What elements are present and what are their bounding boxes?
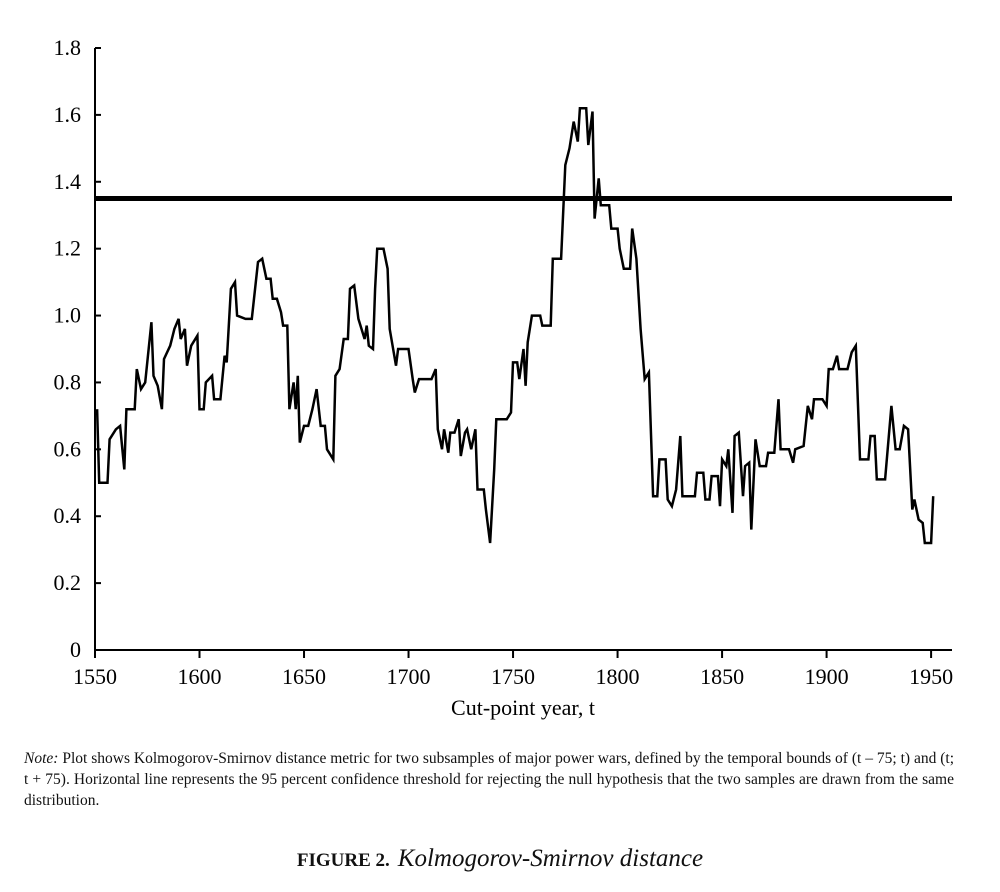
note-text: Plot shows Kolmogorov-Smirnov distance m… (24, 750, 955, 809)
x-tick-label: 1750 (491, 664, 535, 689)
y-tick-label: 1.0 (54, 303, 82, 328)
x-tick-label: 1800 (596, 664, 640, 689)
y-tick-label: 0.2 (54, 570, 82, 595)
y-tick-label: 0 (70, 637, 81, 662)
y-tick-label: 0.4 (54, 503, 82, 528)
y-tick-label: 1.4 (54, 169, 82, 194)
x-tick-label: 1600 (178, 664, 222, 689)
y-tick-label: 1.8 (54, 35, 82, 60)
x-tick-label: 1950 (909, 664, 953, 689)
note-label: Note: (24, 750, 59, 767)
data-line (95, 106, 935, 545)
x-tick-label: 1900 (805, 664, 849, 689)
y-tick-label: 1.6 (54, 102, 82, 127)
y-tick-label: 0.6 (54, 436, 82, 461)
y-tick-label: 1.2 (54, 236, 82, 261)
x-tick-label: 1650 (282, 664, 326, 689)
x-axis-label: Cut-point year, t (451, 695, 595, 720)
caption: FIGURE 2. Kolmogorov-Smirnov distance (0, 845, 1000, 873)
figure-title: Kolmogorov-Smirnov distance (397, 845, 704, 872)
figure-label: FIGURE 2. (296, 850, 390, 871)
y-tick-label: 0.8 (54, 369, 82, 394)
x-tick-label: 1550 (73, 664, 117, 689)
x-tick-label: 1700 (387, 664, 431, 689)
note: Note: Plot shows Kolmogorov-Smirnov dist… (24, 748, 954, 811)
x-tick-label: 1850 (700, 664, 744, 689)
chart: Cut-point year, t 0 0.2 0.4 0.6 0.8 1.0 1.2 1.4… (54, 35, 954, 720)
